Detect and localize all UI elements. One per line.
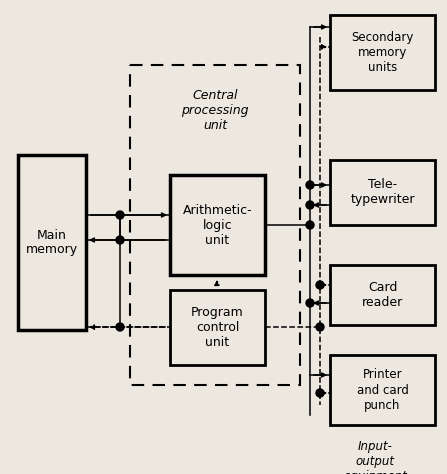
Text: Program
control
unit: Program control unit (191, 306, 244, 349)
Circle shape (316, 323, 324, 331)
Bar (170, 290, 265, 365)
Circle shape (116, 323, 124, 331)
Bar (330, 265, 435, 325)
Text: Card
reader: Card reader (362, 281, 403, 309)
Bar (130, 65, 300, 385)
Text: Tele-
typewriter: Tele- typewriter (350, 179, 415, 207)
Circle shape (306, 221, 314, 229)
Text: Central
processing
unit: Central processing unit (181, 89, 249, 131)
Circle shape (306, 201, 314, 209)
Text: Input-
output
equipment: Input- output equipment (343, 440, 407, 474)
Bar (330, 15, 435, 90)
Circle shape (116, 236, 124, 244)
Circle shape (316, 281, 324, 289)
Circle shape (306, 299, 314, 307)
Bar (330, 355, 435, 425)
Circle shape (316, 389, 324, 397)
Text: Main
memory: Main memory (26, 228, 78, 256)
Text: Arithmetic-
logic
unit: Arithmetic- logic unit (183, 203, 252, 246)
Bar (18, 155, 86, 330)
Circle shape (116, 211, 124, 219)
Circle shape (306, 181, 314, 189)
Bar (170, 175, 265, 275)
Bar (330, 160, 435, 225)
Text: Printer
and card
punch: Printer and card punch (357, 368, 409, 411)
Text: Secondary
memory
units: Secondary memory units (351, 31, 413, 74)
